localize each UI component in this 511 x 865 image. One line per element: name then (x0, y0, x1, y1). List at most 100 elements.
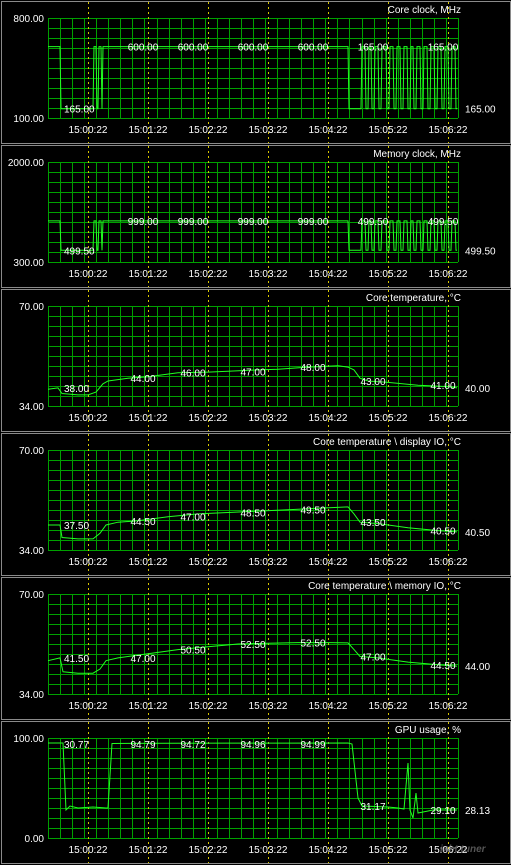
x-tick-label: 15:02:22 (189, 557, 228, 568)
series-line-1 (47, 642, 458, 674)
series-line-1 (48, 46, 457, 110)
chart-panel-2: Memory clock, MHz 2000.00 300.00 15:00:22 15… (1, 145, 511, 288)
current-value: 499.50 (465, 246, 496, 257)
current-value: 28.13 (465, 806, 490, 817)
value-label: 499.50 (64, 246, 95, 257)
value-label: 38.00 (64, 384, 89, 395)
value-label: 44.50 (430, 661, 455, 672)
x-tick-label: 15:05:22 (369, 125, 408, 136)
grid (48, 738, 459, 839)
value-label: 48.50 (240, 509, 265, 520)
value-label: 44.00 (130, 374, 155, 385)
grid (48, 306, 459, 407)
x-tick-label: 15:03:22 (249, 269, 288, 280)
x-tick-label: 15:05:22 (369, 701, 408, 712)
value-label: 47.00 (130, 654, 155, 665)
x-tick-label: 15:00:22 (69, 845, 108, 856)
x-tick-label: 15:03:22 (249, 413, 288, 424)
y-label-min: 100.00 (13, 114, 44, 125)
x-tick-label: 15:06:22 (429, 845, 468, 856)
x-tick-label: 15:05:22 (369, 557, 408, 568)
chart-panel-1: Core clock, MHz 800.00 100.00 15:00:22 15:01… (1, 1, 511, 144)
value-label: 47.00 (240, 367, 265, 378)
panel-frame (1, 721, 511, 864)
y-label-max: 100.00 (13, 734, 44, 745)
x-tick-label: 15:06:22 (429, 269, 468, 280)
value-label: 52.50 (240, 640, 265, 651)
x-tick-label: 15:02:22 (189, 845, 228, 856)
value-label: 600.00 (298, 43, 329, 54)
x-tick-label: 15:01:22 (129, 413, 168, 424)
x-tick-label: 15:04:22 (309, 701, 348, 712)
current-value: 40.50 (465, 528, 490, 539)
value-label: 29.10 (430, 806, 455, 817)
value-label: 999.00 (298, 217, 329, 228)
series-line-1 (48, 220, 457, 251)
value-label: 37.50 (64, 521, 89, 532)
x-tick-label: 15:06:22 (429, 701, 468, 712)
x-tick-label: 15:03:22 (249, 845, 288, 856)
x-tick-label: 15:02:22 (189, 413, 228, 424)
panel-frame (1, 145, 511, 288)
x-tick-label: 15:05:22 (369, 845, 408, 856)
y-label-max: 70.00 (19, 446, 44, 457)
x-tick-label: 15:04:22 (309, 125, 348, 136)
x-tick-label: 15:02:22 (189, 125, 228, 136)
current-value: 165.00 (465, 105, 496, 116)
value-label: 499.50 (428, 217, 459, 228)
value-label: 165.00 (64, 105, 95, 116)
current-value: 40.00 (465, 384, 490, 395)
series-line-1 (48, 506, 458, 540)
x-tick-label: 15:04:22 (309, 413, 348, 424)
x-tick-label: 15:01:22 (129, 269, 168, 280)
value-label: 94.79 (130, 740, 155, 751)
y-label-min: 300.00 (13, 258, 44, 269)
value-label: 47.00 (180, 513, 205, 524)
value-label: 94.72 (180, 740, 205, 751)
value-label: 44.50 (130, 517, 155, 528)
chart-title: Memory clock, MHz (373, 149, 461, 160)
x-tick-label: 15:06:22 (429, 557, 468, 568)
x-tick-label: 15:03:22 (249, 701, 288, 712)
chart-title: Core temperature, °C (366, 293, 461, 304)
value-label: 31.17 (360, 802, 385, 813)
x-tick-label: 15:01:22 (129, 125, 168, 136)
value-label: 999.00 (128, 217, 159, 228)
value-label: 600.00 (238, 43, 269, 54)
value-label: 30.77 (64, 740, 89, 751)
chart-title: Core temperature \ memory IO, °C (308, 581, 461, 592)
panel-frame (1, 1, 511, 144)
value-label: 999.00 (238, 217, 269, 228)
x-tick-label: 15:01:22 (129, 701, 168, 712)
x-tick-label: 15:06:22 (429, 413, 468, 424)
x-tick-label: 15:00:22 (69, 413, 108, 424)
x-tick-label: 15:05:22 (369, 269, 408, 280)
value-label: 48.00 (300, 363, 325, 374)
x-tick-label: 15:00:22 (69, 125, 108, 136)
grid (48, 18, 459, 119)
chart-panel-6: GPU usage, % 100.00 0.00 15:00:22 15:01:22 15… (1, 721, 511, 864)
panel-frame (1, 289, 511, 432)
x-tick-label: 15:00:22 (69, 557, 108, 568)
y-label-min: 34.00 (19, 690, 44, 701)
value-label: 600.00 (128, 43, 159, 54)
series-line-1 (48, 742, 457, 819)
grid (48, 162, 459, 263)
value-label: 50.50 (180, 646, 205, 657)
value-label: 43.50 (360, 518, 385, 529)
y-label-max: 70.00 (19, 302, 44, 313)
x-tick-label: 15:04:22 (309, 845, 348, 856)
x-tick-label: 15:00:22 (69, 269, 108, 280)
chart-title: GPU usage, % (395, 725, 461, 736)
value-label: 94.96 (240, 740, 265, 751)
grid (48, 594, 459, 695)
value-label: 165.00 (358, 43, 389, 54)
value-label: 999.00 (178, 217, 209, 228)
panel-frame (1, 577, 511, 720)
x-tick-label: 15:05:22 (369, 413, 408, 424)
y-label-max: 2000.00 (8, 158, 45, 169)
value-label: 94.99 (300, 740, 325, 751)
y-label-min: 0.00 (25, 834, 45, 845)
series-line-1 (47, 365, 458, 396)
